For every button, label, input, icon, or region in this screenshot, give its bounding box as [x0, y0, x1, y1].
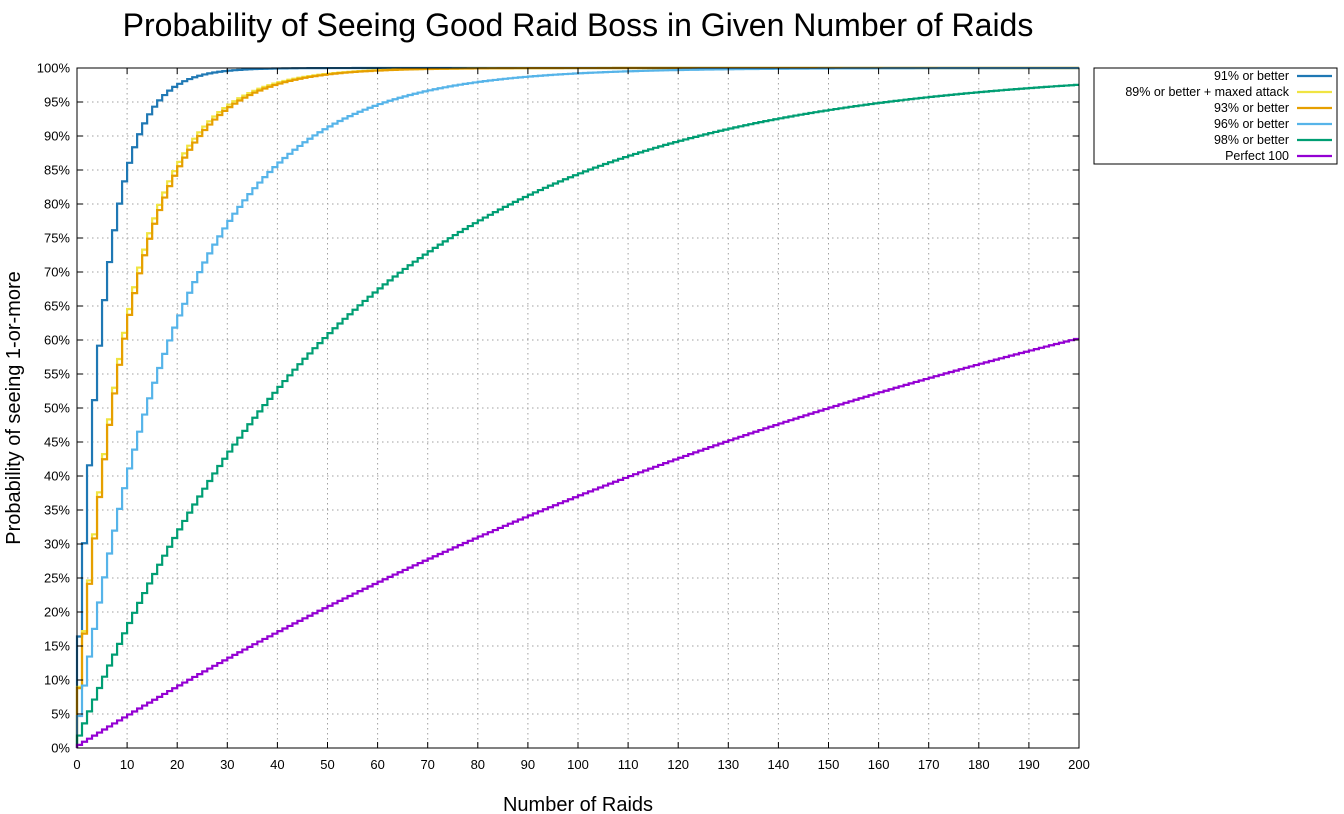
x-tick-label: 20	[170, 757, 184, 772]
x-tick-label: 140	[768, 757, 790, 772]
y-tick-label: 45%	[44, 435, 70, 450]
x-tick-label: 70	[420, 757, 434, 772]
y-tick-label: 60%	[44, 333, 70, 348]
x-tick-label: 100	[567, 757, 589, 772]
y-tick-label: 0%	[51, 741, 70, 756]
y-tick-label: 20%	[44, 605, 70, 620]
chart-title: Probability of Seeing Good Raid Boss in …	[123, 7, 1034, 43]
y-tick-label: 35%	[44, 503, 70, 518]
y-tick-label: 10%	[44, 673, 70, 688]
y-tick-label: 65%	[44, 299, 70, 314]
legend-label: 98% or better	[1214, 133, 1289, 147]
x-tick-label: 200	[1068, 757, 1090, 772]
x-tick-label: 180	[968, 757, 990, 772]
legend-label: Perfect 100	[1225, 149, 1289, 163]
series-line-5	[75, 337, 1079, 748]
x-tick-label: 80	[471, 757, 485, 772]
legend-box	[1093, 67, 1338, 165]
y-tick-label: 75%	[44, 231, 70, 246]
y-axis-title: Probability of seeing 1-or-more	[3, 271, 25, 544]
y-tick-label: 25%	[44, 571, 70, 586]
x-tick-label: 150	[818, 757, 840, 772]
x-tick-label: 50	[320, 757, 334, 772]
axis-ticks: 0 10 20 30 40 50 60 70 80 90 100 110 120 130 140 150 160…	[37, 61, 1090, 773]
x-tick-label: 10	[120, 757, 134, 772]
x-tick-label: 160	[868, 757, 890, 772]
x-tick-label: 190	[1018, 757, 1040, 772]
legend-label: 96% or better	[1214, 117, 1289, 131]
y-tick-label: 95%	[44, 95, 70, 110]
x-axis-title: Number of Raids	[503, 794, 653, 814]
legend-label: 91% or better	[1214, 69, 1289, 83]
legend: 91% or better 89% or better + maxed attac…	[1093, 67, 1338, 165]
x-tick-label: 170	[918, 757, 940, 772]
y-tick-label: 70%	[44, 265, 70, 280]
grid	[77, 68, 1079, 748]
x-tick-label: 60	[370, 757, 384, 772]
x-tick-label: 0	[73, 757, 80, 772]
y-tick-label: 85%	[44, 163, 70, 178]
y-tick-label: 50%	[44, 401, 70, 416]
series-line-4	[75, 83, 1079, 748]
y-tick-label: 40%	[44, 469, 70, 484]
y-tick-label: 100%	[37, 61, 71, 76]
y-tick-label: 30%	[44, 537, 70, 552]
legend-label: 93% or better	[1214, 101, 1289, 115]
y-tick-label: 80%	[44, 197, 70, 212]
legend-label: 89% or better + maxed attack	[1125, 85, 1289, 99]
y-tick-label: 5%	[51, 707, 70, 722]
y-tick-label: 15%	[44, 639, 70, 654]
y-tick-label: 90%	[44, 129, 70, 144]
x-tick-label: 40	[270, 757, 284, 772]
x-tick-label: 130	[717, 757, 739, 772]
x-tick-label: 110	[618, 757, 639, 772]
y-tick-label: 55%	[44, 367, 70, 382]
x-tick-label: 120	[667, 757, 689, 772]
x-tick-label: 30	[220, 757, 234, 772]
x-tick-label: 90	[521, 757, 535, 772]
